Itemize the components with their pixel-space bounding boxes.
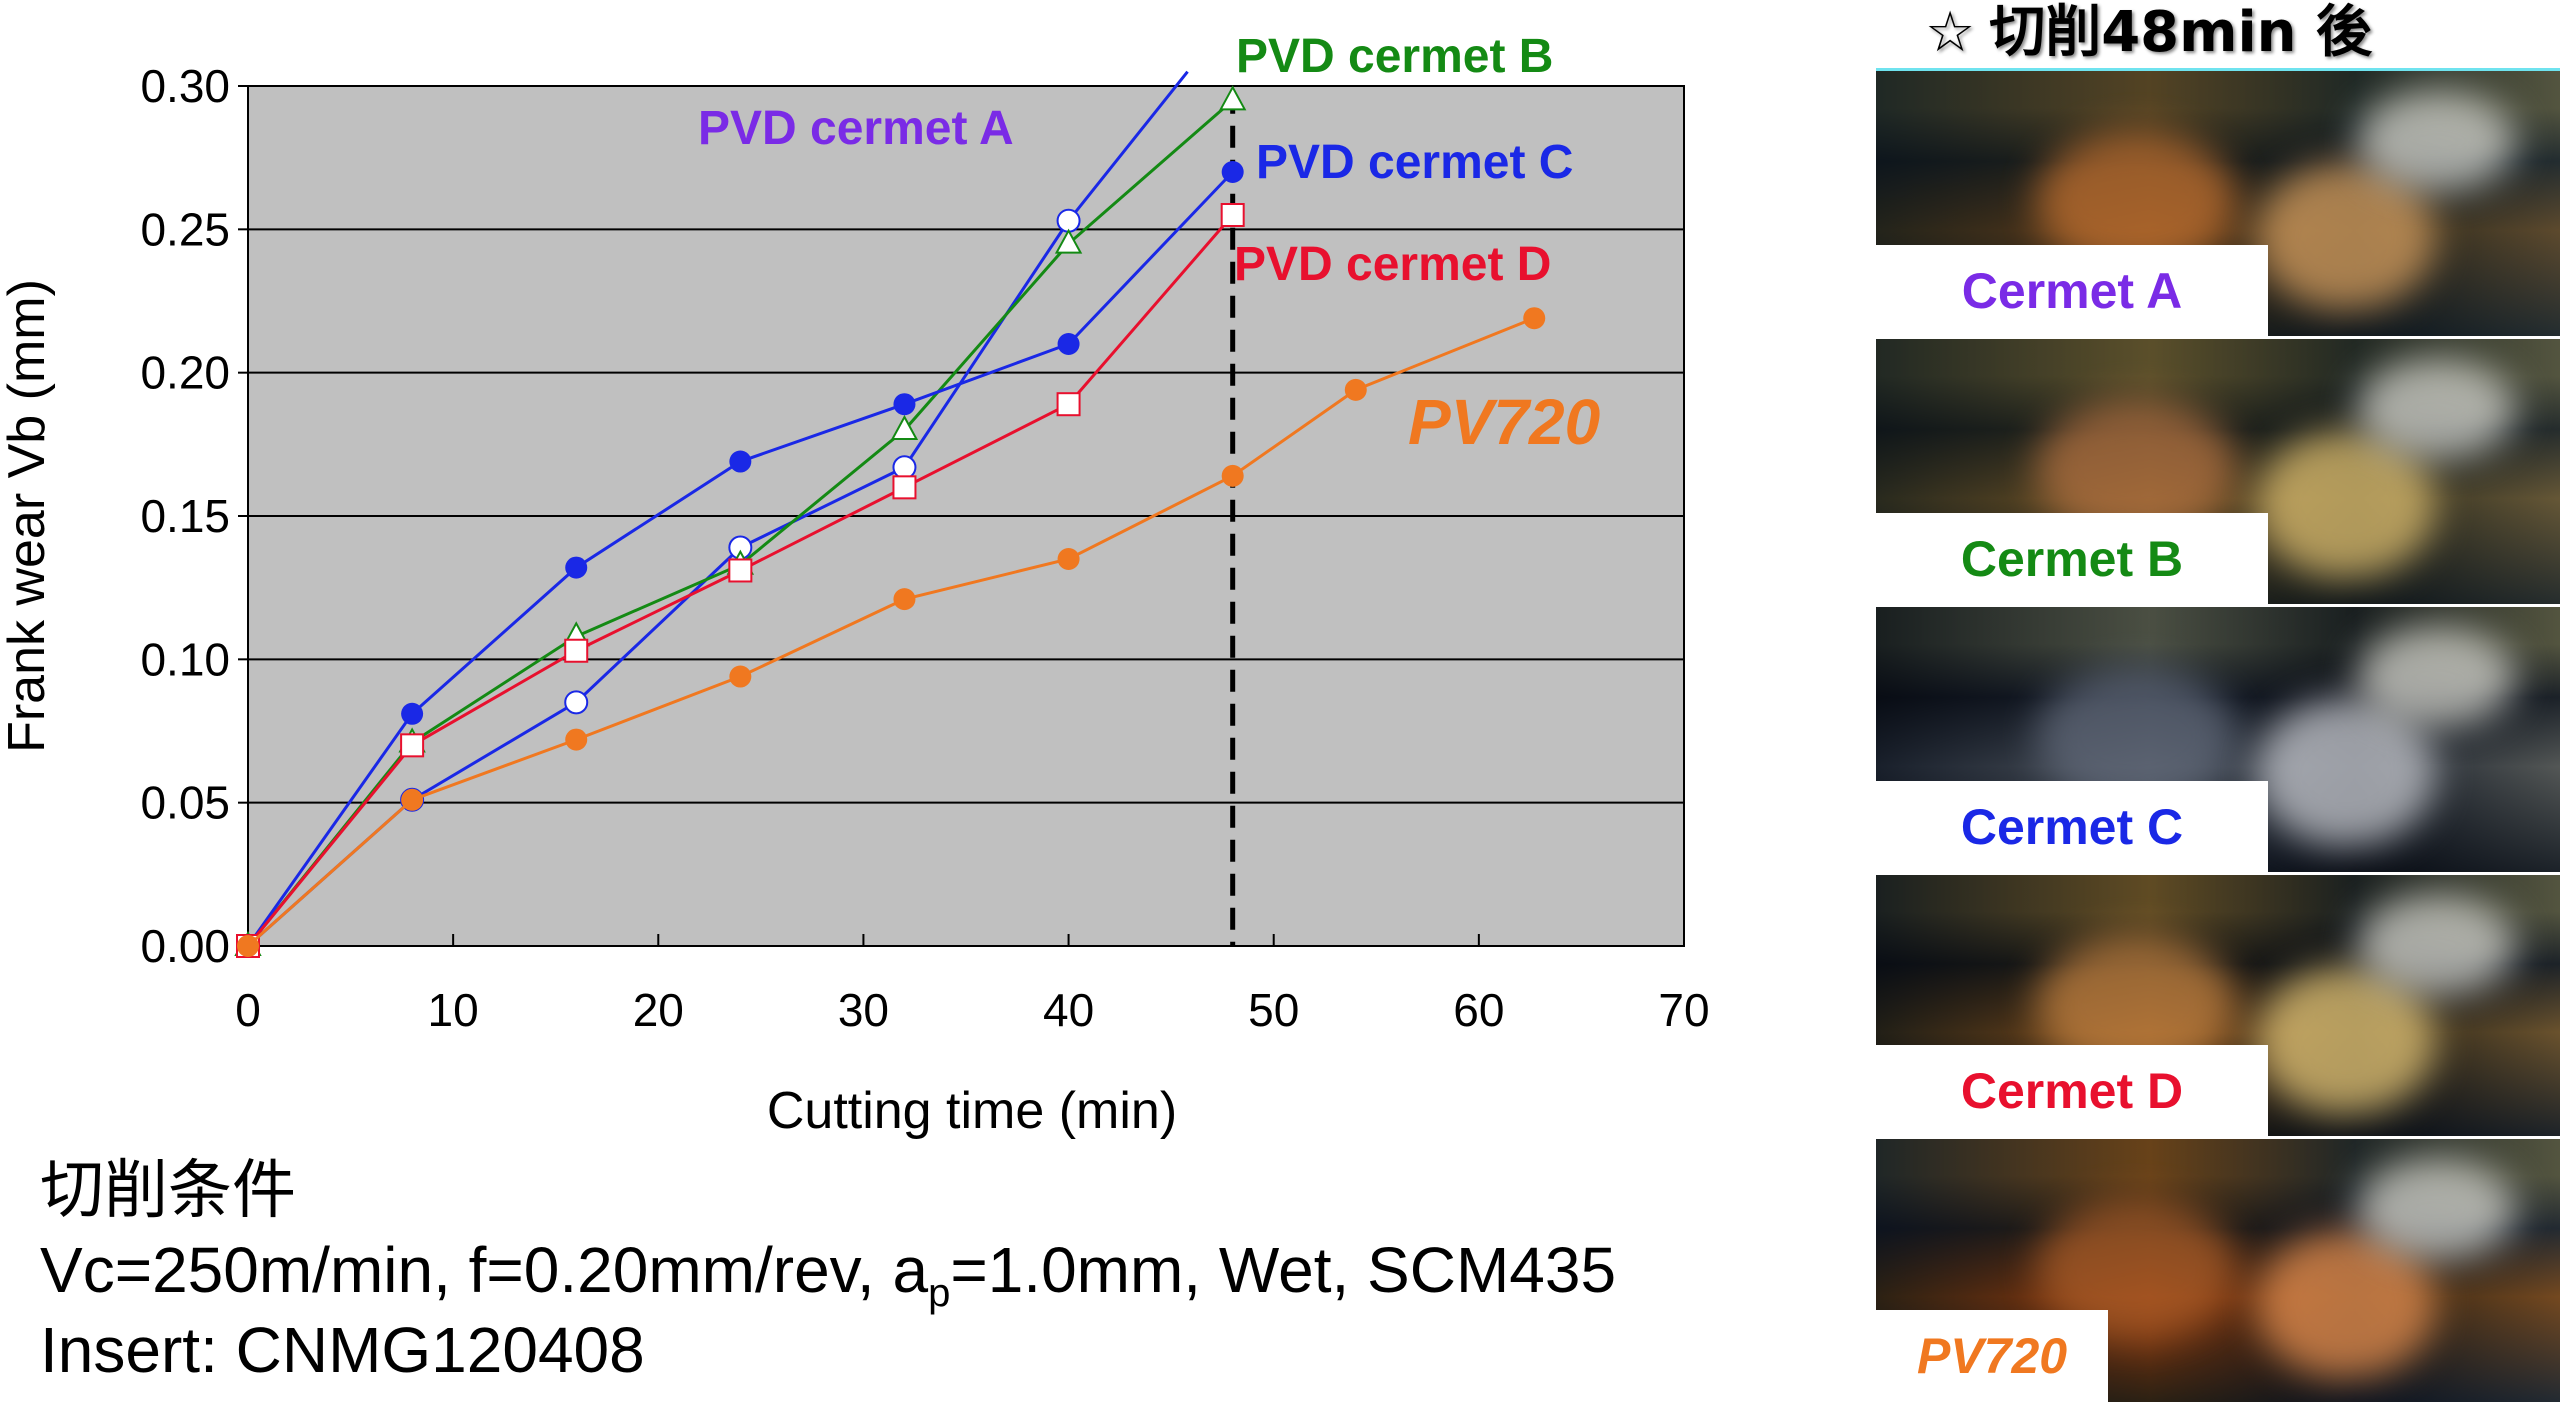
series-label-pv720: PV720 xyxy=(1408,386,1600,458)
x-tick-label: 40 xyxy=(1043,984,1094,1036)
data-point xyxy=(1056,208,1081,233)
data-point xyxy=(565,556,588,579)
wear-photo-cermet-d: Cermet D xyxy=(1876,872,2560,1137)
data-point xyxy=(1056,392,1081,417)
data-point xyxy=(729,450,752,473)
series-group xyxy=(234,70,1546,958)
data-point xyxy=(237,935,259,957)
data-point xyxy=(729,665,752,688)
conditions-insert: Insert: CNMG120408 xyxy=(40,1314,645,1386)
conditions-params: Vc=250m/min, f=0.20mm/rev, ap=1.0mm, Wet… xyxy=(40,1230,1617,1313)
y-tick-label: 0.25 xyxy=(140,203,230,255)
photo-wear-stain xyxy=(2356,359,2516,459)
x-tick-label: 0 xyxy=(235,984,261,1036)
y-tick-label: 0.10 xyxy=(140,633,230,685)
conditions-params-prefix: Vc=250m/min, f=0.20mm/rev, a xyxy=(40,1234,929,1306)
series-label-pvd-cermet-a: PVD cermet A xyxy=(698,102,1014,155)
x-tick-label: 10 xyxy=(428,984,479,1036)
data-point xyxy=(1221,464,1244,487)
x-tick-label: 50 xyxy=(1248,984,1299,1036)
photo-wear-stain xyxy=(2356,1159,2516,1259)
wear-photo-pv720: PV720 xyxy=(1876,1136,2560,1402)
data-point xyxy=(1344,378,1367,401)
x-tick-label: 20 xyxy=(633,984,684,1036)
y-tick-label: 0.20 xyxy=(140,347,230,399)
photo-wear-stain xyxy=(2356,91,2516,191)
photo-label: PV720 xyxy=(1876,1310,2108,1402)
data-point xyxy=(892,475,917,500)
y-tick-label: 0.30 xyxy=(140,60,230,112)
conditions-params-sub: p xyxy=(928,1271,951,1315)
y-tick-label: 0.15 xyxy=(140,490,230,542)
x-tick-label: 60 xyxy=(1453,984,1504,1036)
data-point xyxy=(1057,548,1080,570)
photo-label: Cermet C xyxy=(1876,781,2268,873)
data-point xyxy=(565,728,588,751)
series-label-pvd-cermet-d: PVD cermet D xyxy=(1234,238,1551,291)
series-label-pvd-cermet-b: PVD cermet B xyxy=(1236,30,1553,83)
data-point xyxy=(728,558,753,583)
data-point xyxy=(1221,161,1244,183)
star-icon: ☆ xyxy=(1925,0,1976,65)
series-pvd-cermet-c xyxy=(237,161,1244,957)
photo-panel-title: 切削48min 後 xyxy=(1989,0,2373,65)
photo-wear-stain xyxy=(2356,895,2516,995)
x-tick-label: 30 xyxy=(838,984,889,1036)
wear-photo-cermet-c: Cermet C xyxy=(1876,604,2560,873)
wear-photo-cermet-a: Cermet A xyxy=(1876,68,2560,337)
data-point xyxy=(893,588,916,611)
photo-label: Cermet D xyxy=(1876,1045,2268,1137)
data-point xyxy=(892,455,917,480)
series-label-pvd-cermet-c: PVD cermet C xyxy=(1256,136,1573,189)
data-point xyxy=(400,733,425,758)
series-labels: PVD cermet A PVD cermet B PVD cermet C PVD … xyxy=(698,30,1600,458)
gridlines xyxy=(248,228,1684,804)
y-axis-label: Frank wear Vb (mm) xyxy=(0,279,56,753)
data-point xyxy=(890,414,919,440)
data-point xyxy=(893,393,916,416)
data-point xyxy=(1219,85,1247,111)
photo-panel-header: ☆ 切削48min 後 xyxy=(1925,0,2545,66)
x-axis-label: Cutting time (min) xyxy=(767,1082,1177,1140)
data-point xyxy=(1054,228,1083,254)
data-point xyxy=(564,690,589,715)
data-point xyxy=(401,788,424,811)
cutting-conditions: 切削条件 Vc=250m/min, f=0.20mm/rev, ap=1.0mm… xyxy=(40,1150,1616,1390)
data-point xyxy=(564,638,589,663)
photo-label: Cermet A xyxy=(1876,245,2268,337)
photo-wear-stain xyxy=(2356,627,2516,727)
axis-ticks: 0.00 0.05 0.10 0.15 0.20 0.25 0.30 0 10 20 30 40 50 6… xyxy=(140,60,1709,1036)
conditions-title: 切削条件 xyxy=(40,1154,296,1226)
wear-chart: 0.00 0.05 0.10 0.15 0.20 0.25 0.30 0 10 20 30 40 50 6… xyxy=(0,30,1710,1140)
wear-photo-cermet-b: Cermet B xyxy=(1876,336,2560,605)
y-tick-label: 0.05 xyxy=(140,777,230,829)
x-tick-label: 70 xyxy=(1658,984,1709,1036)
data-point xyxy=(1523,307,1546,330)
data-point xyxy=(1220,203,1245,227)
data-point xyxy=(1057,333,1080,355)
y-tick-label: 0.00 xyxy=(140,920,230,972)
conditions-params-suffix: =1.0mm, Wet, SCM435 xyxy=(950,1234,1617,1306)
data-point xyxy=(401,702,424,725)
series-pv720 xyxy=(237,307,1546,957)
photo-label: Cermet B xyxy=(1876,513,2268,605)
